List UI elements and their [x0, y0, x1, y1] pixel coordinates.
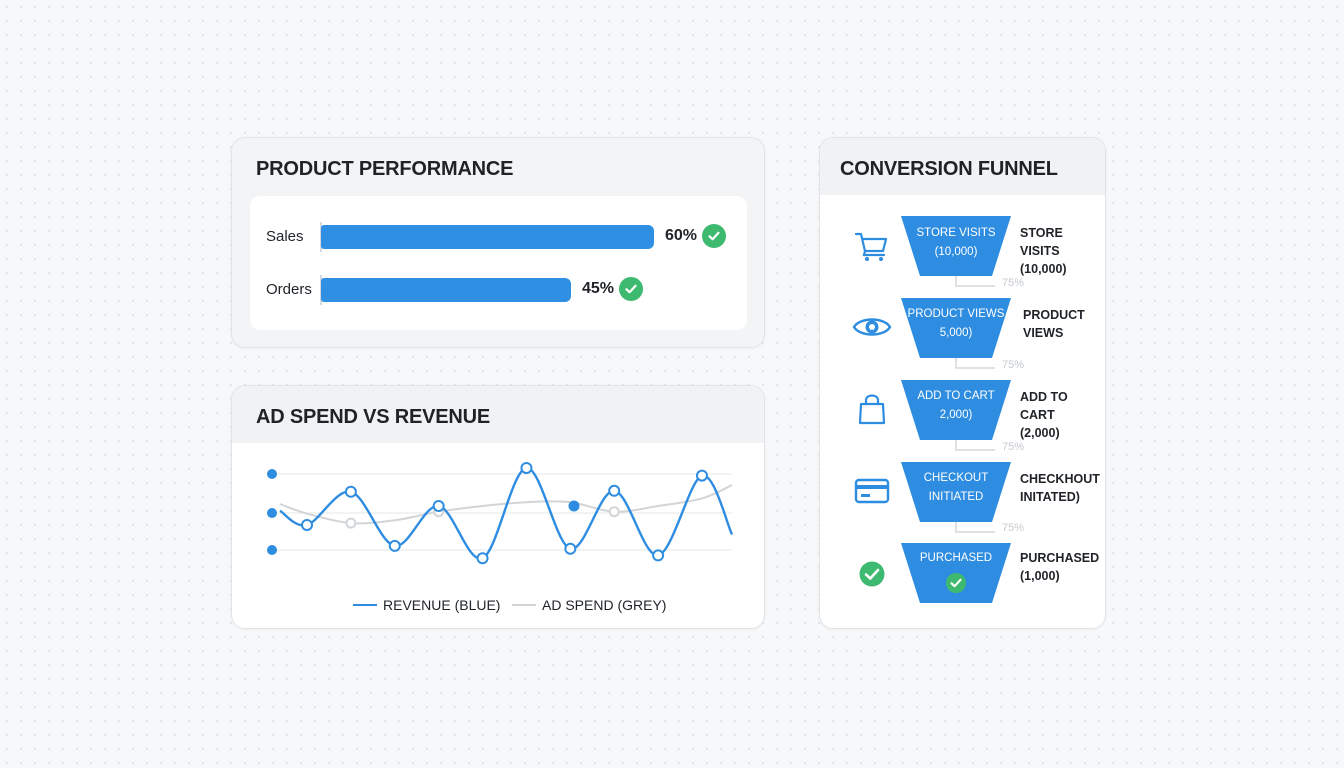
sales-progress-bar [321, 225, 654, 249]
ad-spend-point [608, 506, 620, 518]
drop-off-percent-1: 75% [1002, 277, 1025, 289]
stage-5-side-name: PURCHASED [1020, 551, 1100, 565]
funnel-stage-1-label: STORE VISITS (10,000) [900, 224, 1012, 262]
funnel-connector [955, 522, 995, 533]
check-icon [702, 224, 726, 248]
stage-4-side-label: CHECKHOUT INITATED) [1020, 470, 1104, 506]
drop-off-percent-3: 75% [1002, 441, 1025, 453]
eye-icon [852, 318, 892, 336]
ad-spend-point [345, 517, 357, 529]
conversion-funnel-title: CONVERSION FUNNEL [840, 158, 1058, 180]
drop-off-percent-2: 75% [1002, 359, 1025, 371]
conversion-funnel-card: CONVERSION FUNNEL STORE VISITS (10,000) … [819, 137, 1106, 629]
stage-1-side-name: STORE VISITS [1020, 226, 1063, 258]
funnel-stage-3 [901, 380, 1011, 440]
y-axis-marker [267, 508, 277, 518]
bar-axis [320, 275, 322, 305]
stage-4-side-count: INITATED) [1020, 490, 1080, 504]
bar-label-sales: Sales [266, 228, 304, 245]
bar-axis [320, 222, 322, 252]
stage-4-side-name: CHECKHOUT [1020, 472, 1100, 486]
cart-icon [854, 232, 888, 261]
highlight-point [568, 500, 580, 512]
funnel-stage-5-label: PURCHASED [900, 549, 1012, 568]
ad-spend-title: AD SPEND VS REVENUE [256, 406, 491, 428]
stage-2-side-count: VIEWS [1023, 326, 1064, 340]
performance-row-orders: Orders 45% [250, 275, 747, 305]
ad-spend-card: AD SPEND VS REVENUE REVENUE (BLUE) AD SP… [231, 385, 765, 629]
funnel-stage-2-label: PRODUCT VIEWS 5,000) [900, 305, 1012, 343]
funnel-stage-4-label: CHECKOUT INITIATED [900, 469, 1012, 507]
performance-row-sales: Sales 60% [250, 222, 747, 252]
legend-swatch-ad-spend [512, 603, 536, 607]
ad-spend-header [232, 386, 764, 443]
funnel-stage-3-label: ADD TO CART 2,000) [900, 387, 1012, 425]
funnel-connector [955, 440, 995, 451]
funnel-connector [955, 276, 995, 287]
legend-revenue: REVENUE (BLUE) [353, 597, 500, 613]
revenue-point [476, 552, 489, 565]
check-circle-icon [859, 561, 885, 587]
stage-1-side-label: STORE VISITS (10,000) [1020, 224, 1104, 278]
y-axis-marker [267, 545, 277, 555]
revenue-point [564, 542, 577, 555]
orders-progress-bar [321, 278, 571, 302]
stage-3-side-label: ADD TO CART (2,000) [1020, 388, 1104, 442]
legend-ad-spend: AD SPEND (GREY) [512, 597, 666, 613]
funnel-stage-1 [901, 216, 1011, 276]
revenue-point [301, 519, 313, 531]
revenue-point [344, 485, 357, 498]
legend-swatch-revenue [353, 603, 377, 607]
revenue-point [520, 462, 533, 474]
revenue-point [432, 500, 445, 512]
check-icon [619, 277, 643, 301]
funnel-stage-4 [901, 462, 1011, 522]
stage-3-name: ADD TO CART [917, 390, 995, 402]
stage-1-name: STORE VISITS [916, 227, 996, 239]
stage-2-side-label: PRODUCT VIEWS [1023, 306, 1105, 342]
funnel-header [820, 138, 1105, 195]
performance-bars-panel: Sales 60% Orders 45% [250, 196, 747, 330]
y-axis-marker [267, 469, 277, 479]
stage-3-side-name: ADD TO CART [1020, 390, 1068, 422]
product-performance-card: PRODUCT PERFORMANCE Sales 60% Orders 45% [231, 137, 765, 348]
stage-4-count: INITIATED [928, 491, 984, 503]
revenue-point [652, 549, 665, 562]
stage-3-count: 2,000) [939, 409, 973, 421]
drop-off-percent-4: 75% [1002, 522, 1025, 534]
legend-revenue-label: REVENUE (BLUE) [383, 597, 501, 613]
bar-label-orders: Orders [266, 281, 312, 298]
stage-1-count: (10,000) [934, 246, 978, 258]
stage-1-side-count: (10,000) [1020, 262, 1067, 276]
funnel-connector [955, 358, 995, 369]
revenue-point [608, 484, 621, 497]
stage-5-name: PURCHASED [919, 552, 993, 564]
orders-percent: 45% [582, 280, 615, 297]
stage-5-side-label: PURCHASED (1,000) [1020, 549, 1104, 585]
credit-card-icon [854, 478, 890, 504]
stage-2-count: 5,000) [939, 327, 973, 339]
purchased-check-icon [946, 573, 966, 593]
legend-ad-spend-label: AD SPEND (GREY) [542, 597, 667, 613]
shopping-bag-icon [858, 394, 886, 425]
sales-percent: 60% [665, 227, 698, 244]
revenue-point [696, 469, 708, 482]
product-performance-title: PRODUCT PERFORMANCE [256, 158, 514, 180]
stage-3-side-count: (2,000) [1020, 426, 1060, 440]
stage-2-name: PRODUCT VIEWS [907, 308, 1005, 320]
funnel-stage-2 [901, 298, 1011, 358]
revenue-point [388, 539, 401, 552]
stage-2-side-name: PRODUCT [1023, 308, 1085, 322]
stage-5-side-count: (1,000) [1020, 569, 1060, 583]
ad-spend-line-chart [267, 462, 734, 565]
stage-4-name: CHECKOUT [923, 472, 989, 484]
